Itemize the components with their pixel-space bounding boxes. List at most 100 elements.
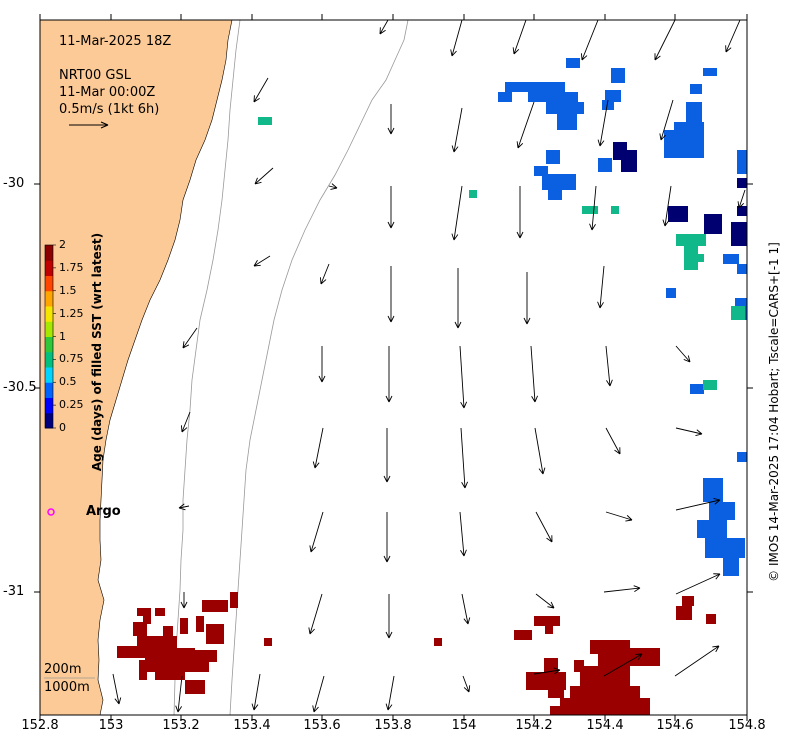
sst-cell-age-0 (731, 222, 747, 246)
current-arrow (589, 185, 597, 231)
sst-cell-age-2 (560, 698, 650, 715)
y-tick-label: -30 (3, 176, 25, 191)
sst-cell-age-0 (737, 178, 747, 188)
sst-cell-age-0.5 (705, 538, 745, 558)
sst-cell-age-2 (187, 650, 217, 662)
colorbar-segment (45, 336, 53, 353)
sst-cell-age-2 (163, 626, 173, 638)
sst-cell-age-0.5 (723, 556, 739, 576)
sst-cell-age-0.5 (546, 150, 560, 164)
sst-cell-age-0.5 (664, 130, 704, 158)
current-arrow (461, 593, 471, 625)
x-tick-label: 154 (451, 718, 477, 733)
current-arrow (603, 653, 643, 677)
current-arrow (387, 186, 395, 229)
sst-cell-age-0.5 (737, 264, 747, 274)
sst-cell-age-0.75 (684, 246, 698, 270)
colorbar-tick-label: 0 (59, 421, 66, 434)
sst-cell-age-2 (570, 686, 640, 700)
colorbar-tick-label: 0.75 (59, 352, 84, 366)
sst-cell-age-0.75 (696, 254, 704, 262)
colorbar-segment (45, 382, 53, 398)
current-arrow (535, 593, 555, 609)
colorbar-segment (45, 367, 53, 383)
colorbar-segment (45, 290, 53, 307)
current-arrow (512, 20, 527, 55)
current-arrow (175, 675, 183, 713)
x-tick-label: 154.4 (586, 718, 624, 733)
product-label: NRT00 GSL (59, 68, 131, 83)
sst-cell-age-0.5 (703, 68, 717, 76)
sst-cell-age-0.5 (686, 102, 702, 122)
colorbar-segment (45, 245, 53, 261)
current-arrow (675, 345, 691, 363)
current-arrow (182, 327, 198, 349)
sst-cell-age-2 (526, 672, 566, 690)
sst-cell-age-0.75 (676, 234, 706, 246)
sst-cell-age-2 (545, 626, 553, 634)
current-arrow (675, 427, 703, 437)
sst-cell-age-2 (202, 600, 228, 612)
x-tick-marks (39, 14, 748, 721)
current-arrow (180, 592, 188, 609)
sst-cell-age-2 (264, 638, 272, 646)
current-arrow (318, 346, 326, 383)
current-arrow (385, 594, 393, 639)
current-arrow (530, 345, 538, 403)
current-arrow (534, 427, 546, 475)
sst-cell-age-0.75 (469, 190, 477, 198)
current-arrow (312, 675, 325, 713)
current-arrow (597, 265, 605, 309)
x-tick-label: 153.2 (162, 718, 200, 733)
y-tick-marks (34, 183, 753, 593)
current-arrow (312, 427, 324, 469)
sst-cell-age-0 (621, 150, 637, 172)
colorbar-title: Age (days) of filled SST (wrt latest) (90, 232, 104, 472)
sst-cell-age-2 (548, 688, 564, 698)
current-arrow (379, 20, 389, 35)
current-arrow (309, 511, 324, 553)
sst-cell-age-0 (737, 206, 747, 216)
current-arrow (516, 186, 524, 239)
sst-cell-age-2 (117, 646, 147, 658)
current-arrow (675, 497, 721, 511)
current-arrow (251, 673, 261, 711)
sst-cell-age-0.5 (666, 288, 676, 298)
sst-cell-age-0.5 (498, 92, 512, 102)
sst-cell-age-0.5 (737, 452, 747, 462)
sst-cell-age-2 (145, 648, 195, 662)
current-arrow (605, 427, 621, 455)
current-arrow (675, 573, 721, 595)
current-arrow (454, 268, 462, 329)
sst-cell-age-0.5 (528, 92, 578, 102)
x-tick-label: 153.8 (374, 718, 412, 733)
current-arrow (253, 77, 269, 103)
sst-cell-age-2 (706, 614, 716, 624)
current-arrow (580, 20, 599, 61)
colorbar-tick-label: 1.5 (59, 283, 77, 297)
product-time-label: 11-Mar 00:00Z (59, 85, 156, 100)
current-arrow (112, 673, 122, 705)
sst-cell-age-2 (196, 616, 204, 632)
colorbar-segment (45, 397, 53, 414)
sst-cell-age-0.5 (566, 58, 580, 68)
colorbar-tick-label: 1 (59, 329, 66, 343)
current-arrow (516, 101, 535, 149)
current-arrow (459, 511, 467, 557)
current-arrow (605, 511, 633, 522)
colorbar-tick-label: 0.5 (59, 375, 77, 389)
current-arrow (659, 99, 674, 141)
current-arrow (387, 104, 395, 135)
sst-cell-age-0.5 (611, 68, 625, 83)
sst-cell-age-0.5 (703, 478, 723, 502)
x-tick-label: 153.4 (233, 718, 271, 733)
current-arrow (523, 272, 531, 325)
isobath-200m (173, 20, 241, 715)
sst-cell-age-0.5 (542, 174, 576, 190)
sst-cell-age-0.5 (602, 100, 614, 110)
colorbar-segment (45, 321, 53, 337)
current-arrow (535, 511, 553, 543)
sst-cell-age-0.5 (674, 122, 704, 132)
colorbar-segment (45, 260, 53, 276)
current-arrow (253, 255, 271, 267)
